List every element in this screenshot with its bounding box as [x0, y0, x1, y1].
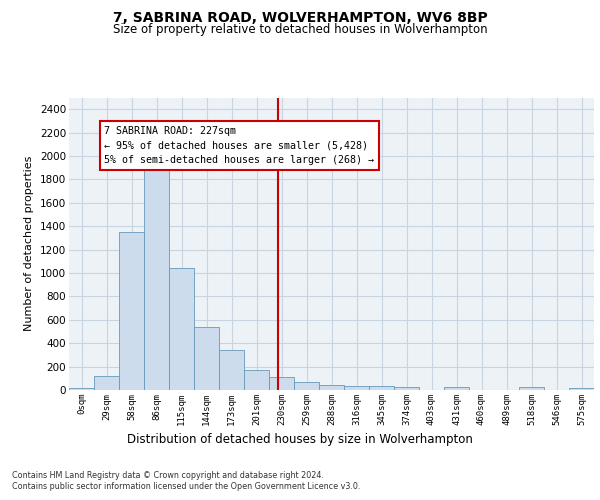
Text: Distribution of detached houses by size in Wolverhampton: Distribution of detached houses by size …	[127, 432, 473, 446]
Y-axis label: Number of detached properties: Number of detached properties	[25, 156, 34, 332]
Text: 7 SABRINA ROAD: 227sqm
← 95% of detached houses are smaller (5,428)
5% of semi-d: 7 SABRINA ROAD: 227sqm ← 95% of detached…	[104, 126, 374, 165]
Bar	[144, 168, 169, 390]
Bar	[319, 384, 344, 390]
Bar	[244, 370, 269, 390]
Bar	[294, 382, 319, 390]
Bar	[394, 387, 419, 390]
Bar	[219, 350, 244, 390]
Bar	[519, 387, 544, 390]
Text: Contains public sector information licensed under the Open Government Licence v3: Contains public sector information licen…	[12, 482, 361, 491]
Bar	[569, 388, 594, 390]
Text: 7, SABRINA ROAD, WOLVERHAMPTON, WV6 8BP: 7, SABRINA ROAD, WOLVERHAMPTON, WV6 8BP	[113, 11, 487, 25]
Bar	[444, 387, 469, 390]
Bar	[69, 388, 94, 390]
Bar	[194, 327, 219, 390]
Bar	[269, 377, 294, 390]
Bar	[119, 232, 144, 390]
Bar	[369, 386, 394, 390]
Text: Contains HM Land Registry data © Crown copyright and database right 2024.: Contains HM Land Registry data © Crown c…	[12, 471, 324, 480]
Text: Size of property relative to detached houses in Wolverhampton: Size of property relative to detached ho…	[113, 22, 487, 36]
Bar	[169, 268, 194, 390]
Bar	[94, 376, 119, 390]
Bar	[344, 386, 369, 390]
